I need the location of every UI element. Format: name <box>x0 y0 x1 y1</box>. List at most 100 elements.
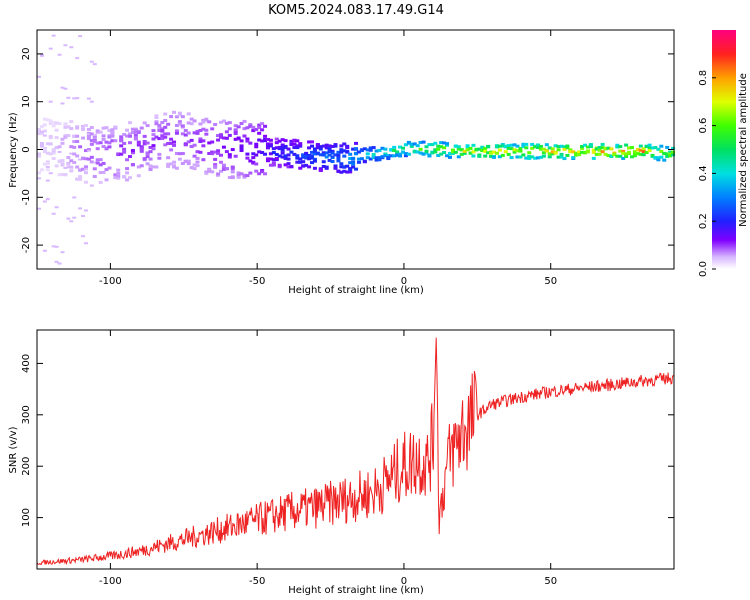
spectrogram-cell <box>600 150 605 154</box>
spectrogram-cell <box>110 128 115 132</box>
spectrogram-cell <box>324 155 329 159</box>
spectrogram-cell <box>257 126 262 130</box>
spectrogram-cell <box>665 152 670 156</box>
spectrogram-cell <box>568 150 573 154</box>
spectrogram-cell <box>662 152 667 156</box>
spectrogram-cell <box>442 146 447 150</box>
spectrogram-cell <box>195 164 200 168</box>
spectrogram-cell <box>606 146 611 150</box>
spectrogram-cell <box>239 121 244 125</box>
spectrogram-cell <box>86 137 91 141</box>
spectrogram-cell <box>456 147 461 151</box>
spectrogram-cell <box>221 119 226 123</box>
spectrogram-cell <box>37 154 41 158</box>
spectrogram-cell <box>439 141 444 145</box>
spectrogram-cell <box>157 125 162 129</box>
spectrogram-cell <box>230 167 235 171</box>
spectrogram-cell <box>125 134 130 138</box>
spectrogram-cell <box>183 129 188 133</box>
spectrogram-cell <box>83 149 88 153</box>
spectrogram-cell <box>81 215 86 218</box>
spectrogram-cell <box>221 166 226 170</box>
spectrogram-cell <box>130 151 135 155</box>
spectrogram-cell <box>89 184 94 187</box>
spectrogram-cell <box>107 141 112 145</box>
spectrogram-cell <box>398 154 403 158</box>
spectrogram-cell <box>283 156 288 160</box>
spectrogram-cell <box>374 149 379 153</box>
spectrogram-cell <box>139 164 144 168</box>
spectrogram-cell <box>556 145 561 149</box>
spectrogram-cell <box>365 156 370 160</box>
spectrogram-cell <box>618 149 623 153</box>
spectrogram-cell <box>160 128 165 132</box>
spectrogram-cell <box>172 110 177 114</box>
spectrogram-cell <box>283 154 288 158</box>
spectrogram-cell <box>527 155 532 159</box>
spectrogram-cell <box>371 146 376 150</box>
spectrogram-cell <box>483 154 488 158</box>
spectrogram-cell <box>365 152 370 156</box>
spectrogram-cell <box>515 149 520 153</box>
spectrogram-cell <box>216 172 221 176</box>
spectrogram-cell <box>283 163 288 167</box>
spectrogram-cell <box>427 153 432 157</box>
spectrogram-cell <box>160 120 165 124</box>
spectrogram-cell <box>632 154 637 158</box>
spectrogram-cell <box>227 176 232 180</box>
spectrogram-cell <box>66 96 71 99</box>
spectrogram-cell <box>445 142 450 146</box>
spectrogram-cell <box>530 146 535 150</box>
spectrogram-cell <box>492 150 496 154</box>
spectrogram-cell <box>98 130 103 134</box>
spectrogram-cell <box>588 143 593 147</box>
spectrogram-cell <box>95 158 100 162</box>
spectrogram-cell <box>550 152 555 156</box>
spectrogram-cell <box>183 159 188 163</box>
spectrogram-cell <box>174 123 179 127</box>
spectrogram-cell <box>383 147 388 151</box>
spectrogram-cell <box>242 127 247 131</box>
spectrogram-cell <box>512 148 517 152</box>
spectrogram-cell <box>81 127 86 131</box>
spectrogram-cell <box>471 143 476 147</box>
spectrogram-cell <box>644 150 649 154</box>
spectrogram-cell <box>286 153 291 157</box>
spectrogram-cell <box>60 141 65 145</box>
y-tick-label: 100 <box>21 508 32 527</box>
spectrogram-cell <box>459 152 464 156</box>
spectrogram-cell <box>51 148 56 152</box>
spectrogram-cell <box>242 173 247 177</box>
spectrogram-cell <box>265 159 270 163</box>
spectrogram-cell <box>48 47 53 50</box>
spectrogram-cell <box>442 151 447 155</box>
spectrogram-cell <box>157 123 162 127</box>
spectrogram-cell <box>219 135 223 139</box>
spectrogram-cell <box>236 136 241 140</box>
spectrogram-cell <box>130 149 135 153</box>
spectrogram-cell <box>580 145 585 149</box>
spectrogram-cell <box>75 57 80 60</box>
spectrogram-cell <box>37 128 41 132</box>
x-tick-label: 0 <box>401 276 407 287</box>
spectrogram-cell <box>530 142 535 146</box>
spectrogram-cell <box>54 128 59 132</box>
spectrogram-cell <box>295 144 300 148</box>
x-tick-label: -50 <box>249 276 265 287</box>
spectrogram-cell <box>538 144 543 148</box>
spectrogram-cell <box>439 152 444 156</box>
spectrogram-cell <box>562 157 567 161</box>
spectrogram-cell <box>527 156 532 160</box>
spectrogram-cell <box>86 135 91 139</box>
spectrogram-cell <box>436 144 441 148</box>
spectrogram-cell <box>60 137 65 141</box>
spectrogram-cell <box>342 154 347 158</box>
spectrogram-cell <box>166 122 171 126</box>
spectrogram-cell <box>263 134 268 138</box>
spectrogram-cell <box>63 87 68 90</box>
spectrogram-cell <box>89 60 94 63</box>
spectrogram-cell <box>647 143 652 147</box>
spectrogram-cell <box>351 165 356 169</box>
spectrogram-cell <box>198 128 203 132</box>
spectrogram-cell <box>54 121 59 125</box>
